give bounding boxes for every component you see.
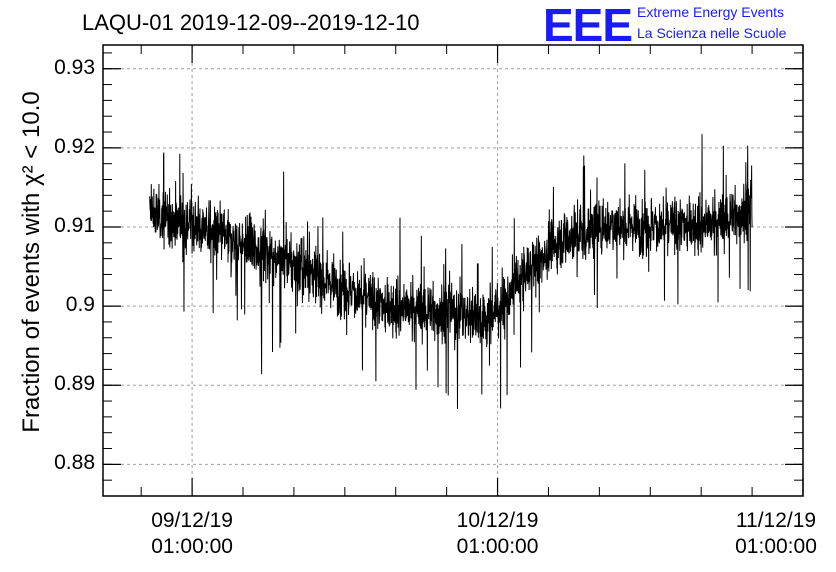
chart-title: LAQU-01 2019-12-09--2019-12-10: [82, 10, 420, 35]
eee-logo: EEE: [543, 0, 633, 51]
x-tick-label: 10/12/19 01:00:00: [456, 509, 539, 558]
grid-lines: [103, 45, 803, 496]
y-tick-label: 0.93: [54, 55, 95, 79]
logo-line-1: Extreme Energy Events: [637, 4, 785, 20]
y-tick-label: 0.88: [54, 451, 95, 475]
y-tick-label: 0.92: [54, 134, 95, 158]
plot-frame: [102, 44, 804, 497]
axis-ticks: [103, 45, 804, 497]
y-tick-label: 0.9: [65, 293, 95, 317]
logo-line-2: La Scienza nelle Scuole: [637, 25, 787, 41]
y-tick-label: 0.91: [54, 213, 95, 237]
series-line: [149, 134, 753, 410]
x-tick-label: 09/12/19 01:00:00: [151, 509, 233, 558]
y-tick-label: 0.89: [54, 372, 95, 396]
x-tick-label: 11/12/19 01:00:00: [735, 509, 817, 558]
